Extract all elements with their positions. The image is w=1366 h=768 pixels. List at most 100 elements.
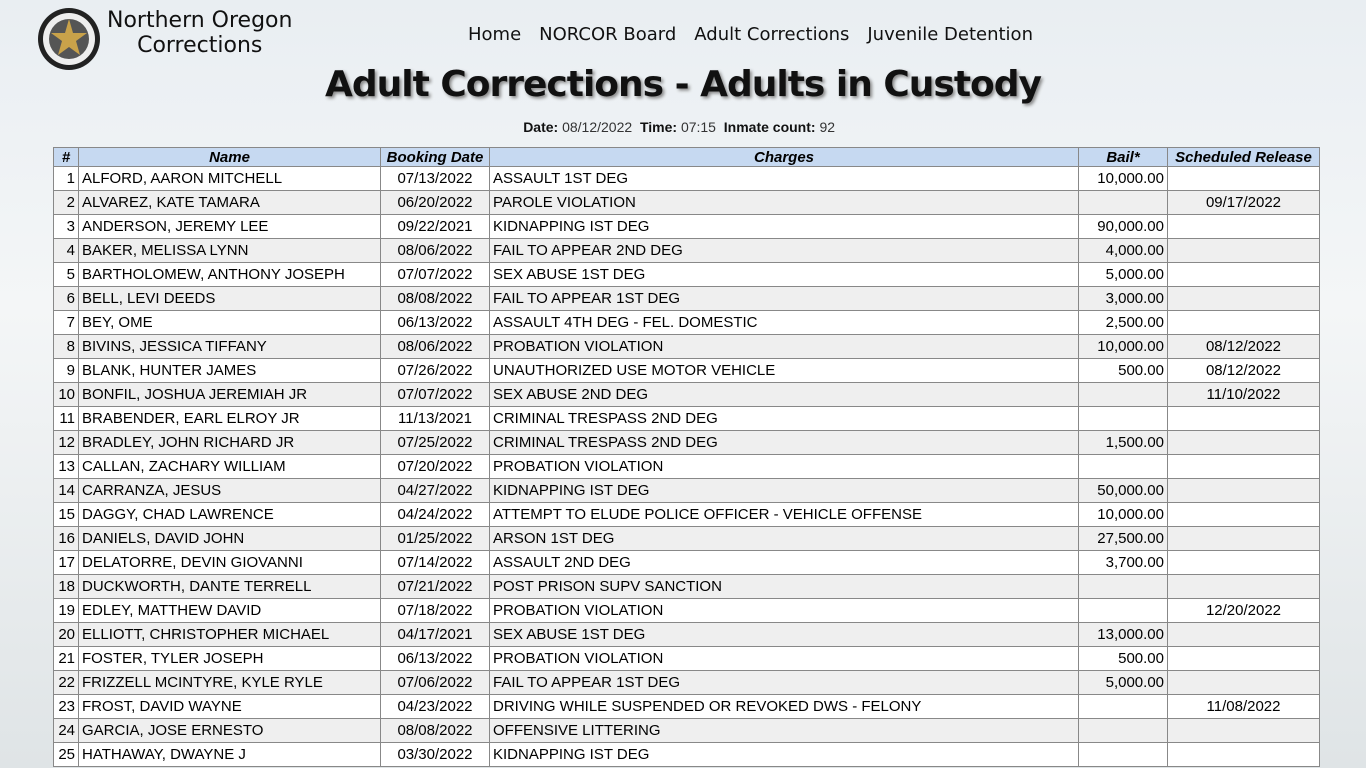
table-cell: FAIL TO APPEAR 1ST DEG	[489, 286, 1079, 311]
table-cell: 2	[53, 190, 79, 215]
table-cell	[1167, 526, 1320, 551]
table-cell: SEX ABUSE 1ST DEG	[489, 622, 1079, 647]
table-cell	[1167, 262, 1320, 287]
table-row: 22 FRIZZELL MCINTYRE, KYLE RYLE 07/06/2022…	[53, 670, 1320, 695]
meta-value: 92	[819, 119, 836, 135]
table-cell: 1,500.00	[1078, 430, 1168, 455]
table-cell: 3,000.00	[1078, 286, 1168, 311]
site-name-line: Northern Oregon	[107, 8, 293, 33]
table-cell: 01/25/2022	[380, 526, 490, 551]
table-cell: BRABENDER, EARL ELROY JR	[78, 406, 381, 431]
nav-link[interactable]: Juvenile Detention	[867, 24, 1033, 45]
table-cell: 11/10/2022	[1167, 382, 1320, 407]
page-title: Adult Corrections - Adults in Custody	[324, 64, 1042, 105]
table-cell: EDLEY, MATTHEW DAVID	[78, 598, 381, 623]
table-cell: 500.00	[1078, 646, 1168, 671]
table-cell: CRIMINAL TRESPASS 2ND DEG	[489, 430, 1079, 455]
table-cell: DAGGY, CHAD LAWRENCE	[78, 502, 381, 527]
meta-label: Date:	[523, 119, 559, 135]
table-cell: 08/08/2022	[380, 286, 490, 311]
nav-link[interactable]: NORCOR Board	[539, 24, 677, 45]
table-row: 6 BELL, LEVI DEEDS 08/08/2022 FAIL TO APPEA…	[53, 286, 1320, 311]
table-cell: KIDNAPPING IST DEG	[489, 214, 1079, 239]
table-cell: KIDNAPPING IST DEG	[489, 478, 1079, 503]
table-cell: 5,000.00	[1078, 670, 1168, 695]
table-cell	[1078, 742, 1168, 767]
table-cell: 500.00	[1078, 358, 1168, 383]
table-cell: 8	[53, 334, 79, 359]
table-row: 2 ALVAREZ, KATE TAMARA 06/20/2022 PAROLE VI…	[53, 190, 1320, 215]
table-cell: 22	[53, 670, 79, 695]
table-cell: FROST, DAVID WAYNE	[78, 694, 381, 719]
table-cell	[1078, 382, 1168, 407]
table-cell: ALFORD, AARON MITCHELL	[78, 166, 381, 191]
table-cell: CALLAN, ZACHARY WILLIAM	[78, 454, 381, 479]
table-cell: 50,000.00	[1078, 478, 1168, 503]
table-cell	[1167, 406, 1320, 431]
table-cell: 06/13/2022	[380, 310, 490, 335]
table-row: 3 ANDERSON, JEREMY LEE 09/22/2021 KIDNAPPIN…	[53, 214, 1320, 239]
table-cell: 09/17/2022	[1167, 190, 1320, 215]
table-cell: UNAUTHORIZED USE MOTOR VEHICLE	[489, 358, 1079, 383]
table-cell: PROBATION VIOLATION	[489, 454, 1079, 479]
site-name: Northern Oregon Corrections	[107, 8, 292, 58]
logo	[38, 8, 100, 70]
table-cell: 10,000.00	[1078, 166, 1168, 191]
table-row: 19 EDLEY, MATTHEW DAVID 07/18/2022 PROBATIO…	[53, 598, 1320, 623]
table-cell: 07/07/2022	[380, 382, 490, 407]
table-row: 18 DUCKWORTH, DANTE TERRELL 07/21/2022 POST…	[53, 574, 1320, 599]
table-cell: 04/17/2021	[380, 622, 490, 647]
table-cell: DRIVING WHILE SUSPENDED OR REVOKED DWS -…	[489, 694, 1079, 719]
table-cell	[1167, 214, 1320, 239]
table-cell: 12	[53, 430, 79, 455]
table-cell	[1078, 454, 1168, 479]
table-cell: 07/14/2022	[380, 550, 490, 575]
table-row: 21 FOSTER, TYLER JOSEPH 06/13/2022 PROBATIO…	[53, 646, 1320, 671]
table-cell	[1167, 622, 1320, 647]
meta-value: 08/12/2022	[562, 119, 633, 135]
table-cell: 07/06/2022	[380, 670, 490, 695]
table-cell	[1167, 166, 1320, 191]
table-cell: HATHAWAY, DWAYNE J	[78, 742, 381, 767]
table-cell	[1167, 478, 1320, 503]
table-cell: 16	[53, 526, 79, 551]
table-cell: 11	[53, 406, 79, 431]
table-cell: BAKER, MELISSA LYNN	[78, 238, 381, 263]
nav-link[interactable]: Adult Corrections	[694, 24, 850, 45]
table-cell: ALVAREZ, KATE TAMARA	[78, 190, 381, 215]
column-header: Name	[78, 147, 381, 167]
table-cell: 7	[53, 310, 79, 335]
table-cell: FAIL TO APPEAR 1ST DEG	[489, 670, 1079, 695]
table-cell: 07/21/2022	[380, 574, 490, 599]
table-cell: 1	[53, 166, 79, 191]
table-cell: 18	[53, 574, 79, 599]
table-row: 23 FROST, DAVID WAYNE 04/23/2022 DRIVING WH…	[53, 694, 1320, 719]
nav: Home NORCOR Board Adult Corrections Juvenil…	[468, 24, 1051, 45]
table-cell	[1167, 574, 1320, 599]
table-row: 12 BRADLEY, JOHN RICHARD JR 07/25/2022 CRIM…	[53, 430, 1320, 455]
nav-link[interactable]: Home	[468, 24, 522, 45]
column-header: Bail*	[1078, 147, 1168, 167]
meta-label: Time:	[639, 119, 678, 135]
table-cell: 27,500.00	[1078, 526, 1168, 551]
table-cell: FRIZZELL MCINTYRE, KYLE RYLE	[78, 670, 381, 695]
table-cell: 20	[53, 622, 79, 647]
table-cell: 04/27/2022	[380, 478, 490, 503]
inmate-table: # Name Booking Date Charges Bail* Scheduled R…	[53, 147, 1320, 767]
table-cell: 3,700.00	[1078, 550, 1168, 575]
table-cell: 08/08/2022	[380, 718, 490, 743]
table-cell: PROBATION VIOLATION	[489, 598, 1079, 623]
table-cell: 13,000.00	[1078, 622, 1168, 647]
table-cell: BONFIL, JOSHUA JEREMIAH JR	[78, 382, 381, 407]
table-row: 17 DELATORRE, DEVIN GIOVANNI 07/14/2022 ASS…	[53, 550, 1320, 575]
table-cell: SEX ABUSE 2ND DEG	[489, 382, 1079, 407]
table-cell	[1167, 550, 1320, 575]
table-row: 5 BARTHOLOMEW, ANTHONY JOSEPH 07/07/2022 SE…	[53, 262, 1320, 287]
table-cell: 9	[53, 358, 79, 383]
table-row: 14 CARRANZA, JESUS 04/27/2022 KIDNAPPING IS…	[53, 478, 1320, 503]
table-cell: DUCKWORTH, DANTE TERRELL	[78, 574, 381, 599]
table-cell: 19	[53, 598, 79, 623]
table-cell: 07/13/2022	[380, 166, 490, 191]
table-cell	[1167, 502, 1320, 527]
table-cell	[1078, 190, 1168, 215]
